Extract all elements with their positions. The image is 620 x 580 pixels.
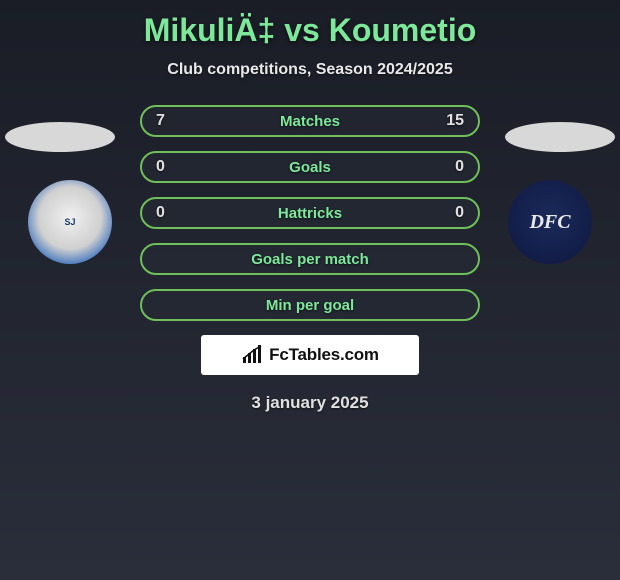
stats-container: 7 Matches 15 0 Goals 0 0 Hattricks 0 Goa… — [140, 105, 480, 321]
bars-icon — [241, 345, 265, 365]
club-logo-right-label: DFC — [529, 211, 570, 234]
stat-left-value: 0 — [156, 158, 180, 176]
stat-right-value: 0 — [440, 204, 464, 222]
date-label: 3 january 2025 — [0, 393, 620, 413]
stat-label: Hattricks — [278, 205, 342, 222]
page-title: MikuliÄ‡ vs Koumetio — [0, 0, 620, 49]
branding-text: FcTables.com — [269, 345, 379, 365]
club-logo-left: SJ — [28, 180, 112, 264]
branding-badge[interactable]: FcTables.com — [201, 335, 419, 375]
stat-label: Min per goal — [266, 297, 354, 314]
stat-row: Goals per match — [140, 243, 480, 275]
stat-row: 0 Hattricks 0 — [140, 197, 480, 229]
club-logo-right: DFC — [508, 180, 592, 264]
club-logo-left-label: SJ — [64, 217, 75, 227]
stat-label: Goals per match — [251, 251, 369, 268]
stat-label: Matches — [280, 113, 340, 130]
stat-left-value: 0 — [156, 204, 180, 222]
stat-row: Min per goal — [140, 289, 480, 321]
stat-left-value: 7 — [156, 112, 180, 130]
stat-right-value: 15 — [440, 112, 464, 130]
stat-row: 0 Goals 0 — [140, 151, 480, 183]
subtitle: Club competitions, Season 2024/2025 — [0, 61, 620, 79]
stat-right-value: 0 — [440, 158, 464, 176]
stat-label: Goals — [289, 159, 331, 176]
player-left-silhouette — [5, 122, 115, 152]
player-right-silhouette — [505, 122, 615, 152]
stat-row: 7 Matches 15 — [140, 105, 480, 137]
